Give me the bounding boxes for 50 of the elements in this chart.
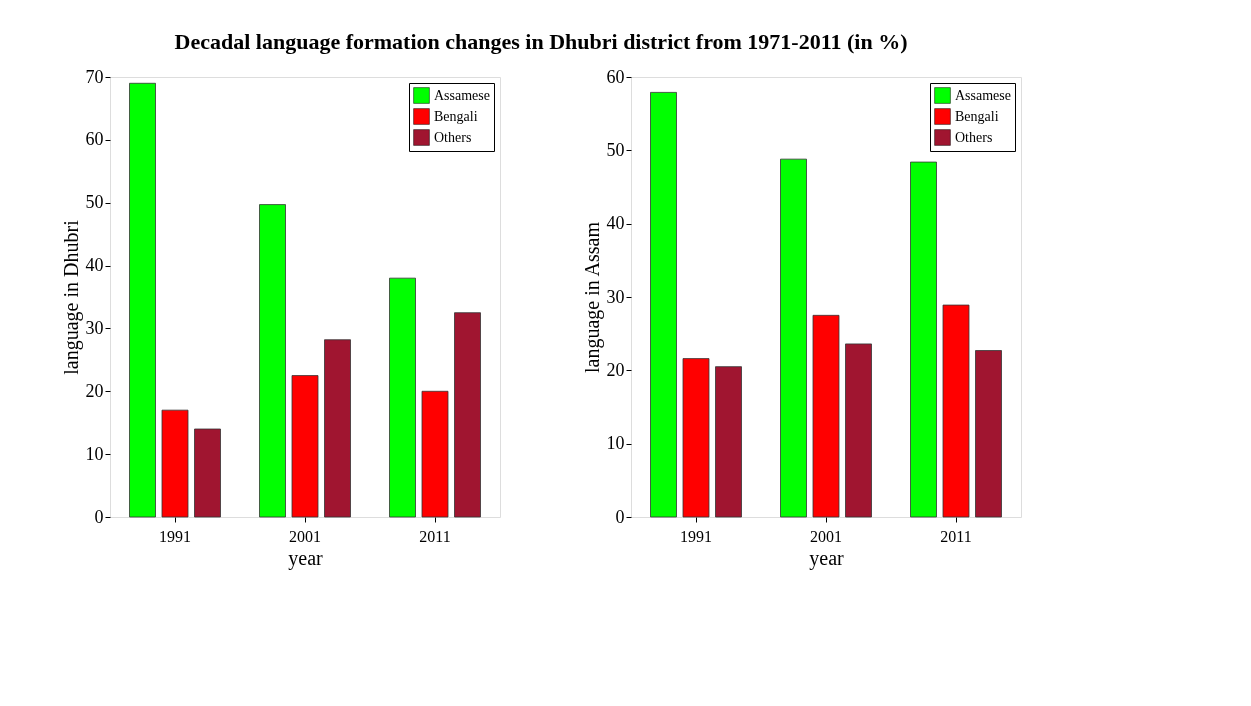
bar (421, 390, 449, 518)
x-tick-label: 2011 (940, 527, 972, 545)
bar (161, 409, 189, 518)
y-tick-label: 10 (606, 433, 625, 454)
bar (682, 358, 710, 518)
legend-label: Others (955, 129, 993, 145)
y-tick-label: 50 (85, 192, 104, 213)
legend-label: Bengali (434, 108, 478, 124)
bar (845, 343, 872, 518)
bar (129, 82, 156, 518)
bar (812, 314, 840, 518)
legend-label: Assamese (955, 87, 1011, 103)
y-tick-label: 40 (606, 213, 625, 234)
x-tick-label: 1991 (680, 527, 712, 545)
x-axis-title: year (288, 546, 324, 570)
bar (975, 350, 1002, 518)
y-tick-label: 20 (606, 359, 625, 380)
bar (942, 304, 970, 518)
y-tick-label: 0 (615, 506, 625, 527)
y-tick-label: 30 (606, 286, 625, 307)
bar (715, 366, 742, 518)
bar (324, 339, 351, 518)
bar (389, 277, 416, 518)
y-tick-label: 20 (85, 380, 104, 401)
bar (259, 204, 286, 518)
y-tick-label: 70 (85, 66, 104, 87)
x-tick-label: 1991 (159, 527, 191, 545)
bar (780, 158, 807, 518)
y-tick-label: 50 (606, 139, 625, 160)
y-tick-label: 40 (85, 255, 104, 276)
legend-label: Others (434, 129, 472, 145)
y-tick-label: 30 (85, 317, 104, 338)
chart-title: Decadal language formation changes in Dhubri district from 1971-2011 (in %) (174, 28, 908, 54)
bar (910, 161, 937, 518)
y-tick-label: 60 (85, 129, 104, 150)
y-axis-title: language in Dhubri (59, 219, 83, 375)
bar (291, 375, 319, 518)
bar (194, 428, 221, 518)
y-tick-label: 10 (85, 443, 104, 464)
bar (650, 92, 677, 518)
x-tick-label: 2001 (289, 527, 321, 545)
y-tick-label: 0 (94, 506, 104, 527)
bar (454, 312, 481, 518)
x-axis-title: year (809, 546, 845, 570)
legend-label: Bengali (955, 108, 999, 124)
x-tick-label: 2001 (810, 527, 842, 545)
y-axis-title: language in Assam (580, 221, 604, 374)
legend-label: Assamese (434, 87, 490, 103)
x-tick-label: 2011 (419, 527, 451, 545)
y-tick-label: 60 (606, 66, 625, 87)
